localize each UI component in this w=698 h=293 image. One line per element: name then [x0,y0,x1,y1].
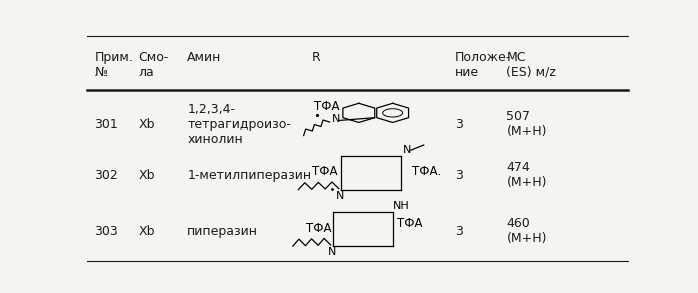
Text: Xb: Xb [139,118,155,131]
Text: 1,2,3,4-
тетрагидроизо-
хинолин: 1,2,3,4- тетрагидроизо- хинолин [187,103,291,146]
Text: R: R [312,51,320,64]
Text: 303: 303 [94,225,118,238]
Text: ТФА: ТФА [306,222,332,235]
Text: Прим.
№: Прим. № [94,51,133,79]
Text: 3: 3 [455,118,463,131]
Text: 3: 3 [455,225,463,238]
Text: 302: 302 [94,168,118,182]
Text: N: N [332,114,340,124]
Text: N: N [327,247,336,257]
Text: ТФА.: ТФА. [412,165,441,178]
Text: 301: 301 [94,118,118,131]
Text: ТФА: ТФА [315,100,340,113]
Text: 460
(M+H): 460 (M+H) [507,217,547,246]
Text: Xb: Xb [139,225,155,238]
Text: Смо-
ла: Смо- ла [139,51,169,79]
Text: пиперазин: пиперазин [187,225,258,238]
Text: NH: NH [393,201,410,211]
Text: 1-метилпиперазин: 1-метилпиперазин [187,168,311,182]
Text: ТФА: ТФА [397,217,423,230]
Text: МС
(ES) м/z: МС (ES) м/z [507,51,556,79]
Text: Амин: Амин [187,51,222,64]
Text: 474
(M+H): 474 (M+H) [507,161,547,189]
Text: Xb: Xb [139,168,155,182]
Text: N: N [403,145,411,155]
Text: Положе-
ние: Положе- ние [455,51,512,79]
Text: ТФА: ТФА [312,165,337,178]
Text: N: N [336,191,344,201]
Text: 3: 3 [455,168,463,182]
Text: 507
(M+H): 507 (M+H) [507,110,547,138]
